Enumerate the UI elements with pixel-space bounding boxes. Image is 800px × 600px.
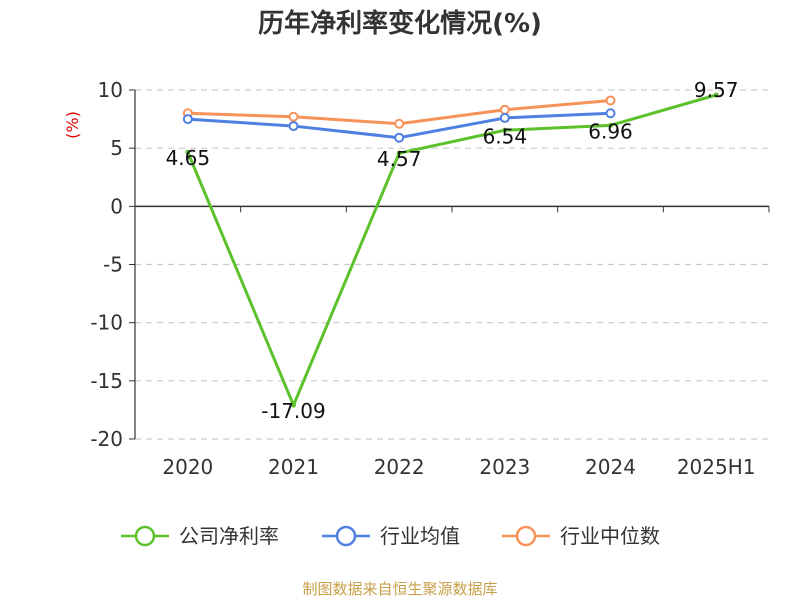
- x-tick-label-2023: 2023: [479, 455, 530, 479]
- point-1-3: [499, 112, 510, 123]
- y-tick-label-5: 5: [110, 136, 123, 160]
- point-1-0: [182, 114, 193, 125]
- point-2-1: [288, 111, 299, 122]
- data-label-1: -17.09: [261, 399, 325, 423]
- point-0-2: [396, 150, 402, 156]
- data-label-3: 6.54: [483, 124, 528, 148]
- legend-marker-1: [335, 525, 357, 547]
- point-2-3: [499, 104, 510, 115]
- series-lines: [186, 93, 717, 407]
- y-tick-label--20: -20: [90, 427, 123, 451]
- x-tick-label-2021: 2021: [268, 455, 319, 479]
- legend-label-2: 行业中位数: [560, 524, 660, 548]
- x-tick-labels: 2020 2021 2022 2023 2024 2025H1: [162, 455, 755, 479]
- grid-lines: [135, 89, 769, 440]
- chart-title: 历年净利率变化情况(%): [258, 8, 542, 39]
- y-tick-label-0: 0: [110, 194, 123, 218]
- point-0-5: [713, 92, 719, 98]
- source-note: 制图数据来自恒生聚源数据库: [302, 580, 497, 598]
- data-label-0: 4.65: [166, 146, 211, 170]
- point-0-1: [291, 402, 296, 408]
- point-1-1: [288, 121, 299, 132]
- data-label-2: 4.57: [377, 147, 422, 171]
- point-0-4: [608, 122, 613, 128]
- x-tick-label-2025H1: 2025H1: [677, 455, 756, 479]
- data-labels: 4.65 -17.09 4.57 6.54 6.96 9.57: [166, 78, 739, 423]
- point-0-3: [502, 127, 508, 133]
- data-label-4: 6.96: [588, 119, 633, 143]
- data-label-5: 9.57: [694, 78, 739, 102]
- legend: 公司净利率 行业均值 行业中位数: [121, 524, 660, 548]
- y-axis-label: (%): [63, 111, 82, 139]
- legend-marker-0: [134, 525, 156, 547]
- legend-label-0: 公司净利率: [179, 524, 279, 548]
- point-1-4: [605, 108, 616, 119]
- series-line-0: [186, 93, 717, 407]
- point-1-2: [394, 132, 405, 143]
- y-tick-label--5: -5: [103, 253, 123, 277]
- x-tick-label-2024: 2024: [585, 455, 636, 479]
- x-tick-label-2020: 2020: [162, 455, 213, 479]
- legend-label-1: 行业均值: [380, 524, 460, 548]
- point-2-4: [605, 95, 616, 106]
- legend-marker-2: [515, 525, 537, 547]
- axes: [129, 89, 770, 440]
- point-2-2: [394, 118, 405, 129]
- y-tick-label--10: -10: [90, 311, 123, 335]
- y-tick-label-10: 10: [98, 78, 123, 102]
- y-tick-label--15: -15: [90, 369, 123, 393]
- x-tick-label-2022: 2022: [374, 455, 425, 479]
- point-0-0: [185, 149, 191, 155]
- series-points: [182, 92, 719, 408]
- y-tick-labels: 10 5 0 -5 -10 -15 -20: [90, 78, 123, 451]
